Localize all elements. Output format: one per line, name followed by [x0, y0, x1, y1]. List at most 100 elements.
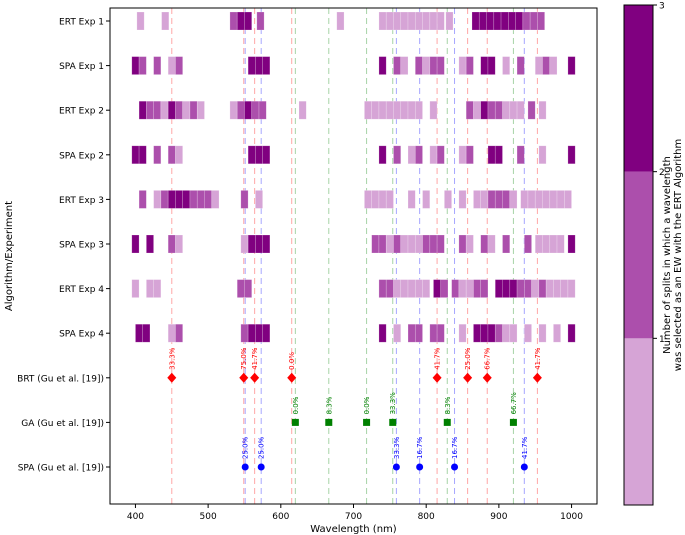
heat-cell [393, 279, 402, 298]
heat-cell [393, 100, 402, 120]
heat-cell [538, 100, 547, 120]
percent-label: 8.3% [325, 396, 333, 414]
heat-cell [516, 145, 525, 165]
percent-label: 25.0% [464, 347, 472, 370]
heat-cell [465, 56, 474, 75]
heat-cell [458, 234, 467, 254]
heat-cell [161, 11, 170, 31]
percent-label: 0.0% [288, 352, 296, 370]
heat-cell [400, 279, 409, 298]
percent-label: 16.7% [416, 436, 424, 459]
heat-cell [146, 279, 154, 298]
heat-cell [553, 323, 561, 343]
x-tick-label: 1000 [560, 512, 583, 522]
heat-cell [480, 100, 489, 120]
plot-layer: 33.3% 75.0% 41.7% 0.0% 41.7% 25.0% 66.7% 41.7%0… [131, 8, 576, 504]
heat-cell [480, 190, 489, 209]
heat-cell [429, 56, 438, 75]
heat-cell [487, 100, 496, 120]
percent-label: 41.7% [534, 347, 542, 370]
heat-cell [378, 11, 387, 31]
heat-cell [538, 279, 547, 298]
heat-cell [478, 11, 487, 31]
ga-marker [291, 418, 299, 426]
heat-cell [131, 234, 140, 254]
heat-cell [509, 323, 518, 343]
heat-cell [167, 145, 176, 165]
heat-cell [400, 11, 409, 31]
brt-marker [287, 372, 297, 383]
heat-cell [153, 56, 162, 75]
ga-marker [325, 418, 333, 426]
heat-cell [182, 190, 191, 209]
heat-cell [138, 190, 147, 209]
heat-cell [262, 323, 271, 343]
heat-cell [407, 100, 416, 120]
heat-cell [255, 145, 263, 165]
heat-cell [131, 56, 140, 75]
heat-cell [458, 323, 467, 343]
heat-cell [153, 190, 162, 209]
heat-cell [436, 11, 445, 31]
heat-cell [436, 234, 445, 254]
heat-cell [567, 145, 576, 165]
heat-cell [251, 100, 260, 120]
heat-cell [494, 145, 503, 165]
x-tick-label: 600 [272, 512, 289, 522]
heat-cell [465, 279, 474, 298]
heat-cell [247, 323, 256, 343]
heat-cell [502, 234, 511, 254]
heat-cell [378, 323, 387, 343]
colorbar-title-line2: was selected as an EW with the ERT Algor… [673, 139, 684, 371]
ga-marker [509, 418, 517, 426]
heat-cell [189, 190, 198, 209]
heat-cell [429, 234, 438, 254]
heat-cell [400, 56, 409, 75]
axis-layer: 400 500 600 700 800 900 1000 ERT Exp 1 SPA Exp 1… [17, 18, 583, 523]
heat-cell [560, 279, 569, 298]
heat-cell [378, 100, 387, 120]
y-tick-label: SPA Exp 4 [59, 330, 104, 340]
x-tick-label: 400 [127, 512, 144, 522]
heat-cell [378, 234, 387, 254]
heat-cell [487, 56, 496, 75]
heat-cell [542, 56, 551, 75]
heat-cell [136, 11, 145, 31]
heat-cell [509, 279, 518, 298]
heat-cell [542, 234, 551, 254]
heat-cell [236, 11, 245, 31]
heat-cell [414, 11, 423, 31]
heat-cell [244, 100, 253, 120]
heat-cell [256, 11, 265, 31]
heat-cell [436, 323, 445, 343]
heat-cell [247, 56, 256, 75]
heat-cell [175, 56, 183, 75]
percent-label: 25.0% [242, 436, 250, 459]
heat-cell [440, 279, 449, 298]
colorbar-segment [624, 5, 653, 172]
heat-cell [255, 323, 263, 343]
heat-cell [522, 11, 531, 31]
spa-marker [416, 463, 424, 471]
x-tick-label: 500 [200, 512, 217, 522]
heat-cell [494, 190, 503, 209]
colorbar-segment [624, 171, 653, 339]
heat-cell [378, 145, 387, 165]
heat-cell [138, 100, 147, 120]
spa-marker [392, 463, 400, 471]
heat-cell [262, 56, 271, 75]
heat-cell [508, 11, 516, 31]
spa-marker [257, 463, 265, 471]
heat-cell [538, 145, 547, 165]
heat-cell [553, 279, 561, 298]
percent-label: 41.7% [434, 347, 442, 370]
heat-cell [131, 279, 140, 298]
heat-cell [189, 100, 198, 120]
heat-cell [567, 279, 576, 298]
heat-cell [240, 323, 249, 343]
heat-cell [534, 56, 543, 75]
heat-cell [567, 323, 576, 343]
heat-cell [487, 323, 496, 343]
heat-cell [527, 100, 536, 120]
